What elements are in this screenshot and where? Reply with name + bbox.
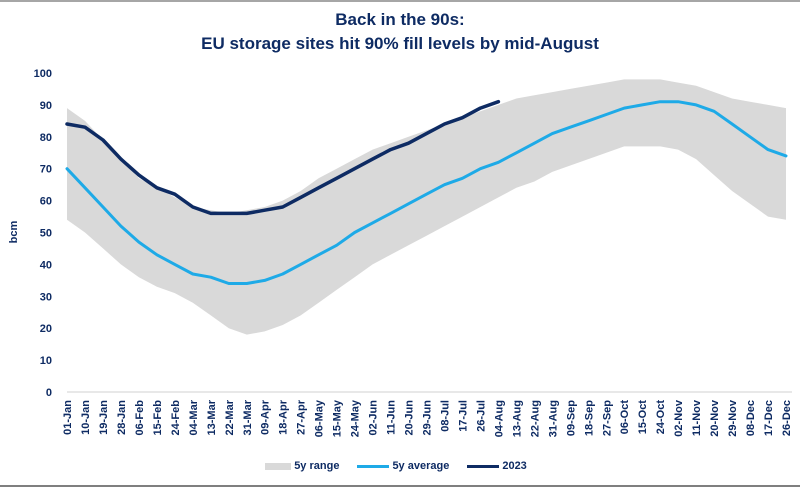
x-tick-label: 06-May <box>314 399 326 437</box>
x-tick-label: 17-Jul <box>457 400 469 432</box>
y-tick-label: 20 <box>40 323 52 335</box>
x-tick-label: 09-Apr <box>260 399 272 435</box>
x-tick-label: 06-Oct <box>619 400 631 435</box>
x-tick-label: 10-Jan <box>80 400 92 435</box>
legend-item-2023: 2023 <box>467 460 527 472</box>
x-tick-label: 15-May <box>332 399 344 437</box>
x-tick-label: 11-Nov <box>691 399 703 436</box>
x-tick-label: 29-Jun <box>422 400 434 436</box>
x-tick-label: 20-Jun <box>404 400 416 436</box>
legend-label-average: 5y average <box>392 460 450 472</box>
x-tick-label: 22-Aug <box>529 400 541 437</box>
x-tick-label: 18-Apr <box>278 399 290 435</box>
x-tick-label: 24-May <box>350 399 362 437</box>
chart-title: Back in the 90s: EU storage sites hit 90… <box>0 8 800 56</box>
x-tick-label: 15-Oct <box>637 400 649 435</box>
x-tick-label: 20-Nov <box>709 399 721 437</box>
range-layer <box>67 79 786 335</box>
x-tick-label: 31-Aug <box>547 400 559 437</box>
x-tick-label: 27-Apr <box>296 399 308 435</box>
lines-layer <box>65 99 788 285</box>
y-tick-label: 10 <box>40 355 52 367</box>
x-tick-label: 04-Mar <box>188 399 200 435</box>
chart-plot: 0 10 20 30 40 50 60 70 80 90 100 01-Jan 10-Jan 19-Ja… <box>8 68 793 437</box>
x-tick-label: 26-Dec <box>781 400 793 436</box>
y-tick-label: 70 <box>40 164 52 176</box>
chart-title-line-2: EU storage sites hit 90% fill levels by … <box>201 34 599 53</box>
legend-swatch-average <box>357 464 390 468</box>
y-tick-label: 90 <box>40 100 52 112</box>
x-tick-label: 11-Jun <box>386 400 398 435</box>
x-tick-label: 08-Dec <box>745 400 757 436</box>
y-tick-label: 40 <box>40 259 52 271</box>
legend: 5y range 5y average 2023 <box>0 460 800 472</box>
legend-item-average: 5y average <box>357 460 449 472</box>
x-tick-label: 31-Mar <box>242 399 254 435</box>
series-2023-line <box>65 99 501 216</box>
x-tick-label: 24-Oct <box>655 400 667 435</box>
y-tick-label: 50 <box>40 228 52 240</box>
y-tick-label: 0 <box>46 387 52 399</box>
x-tick-label: 09-Sep <box>565 400 577 436</box>
x-tick-label: 08-Jul <box>439 400 451 432</box>
chart-title-line-1: Back in the 90s: <box>335 10 465 29</box>
y-axis-label: bcm <box>8 220 20 243</box>
x-tick-label: 19-Jan <box>98 400 110 435</box>
x-tick-label: 02-Nov <box>673 399 685 437</box>
x-tick-label: 18-Sep <box>583 400 595 436</box>
x-tick-label: 27-Sep <box>601 400 613 436</box>
y-tick-label: 80 <box>40 132 52 144</box>
x-tick-label: 29-Nov <box>727 399 739 437</box>
x-tick-label: 28-Jan <box>116 400 128 435</box>
x-tick-labels: 01-Jan 10-Jan 19-Jan 28-Jan 06-Feb 15-Feb 24-F… <box>62 399 793 437</box>
legend-item-range: 5y range <box>265 460 339 472</box>
x-tick-label: 26-Jul <box>475 400 487 432</box>
x-tick-label: 24-Feb <box>170 400 182 436</box>
y-tick-labels: 0 10 20 30 40 50 60 70 80 90 100 <box>34 68 52 399</box>
legend-swatch-2023 <box>467 464 500 468</box>
legend-label-range: 5y range <box>294 460 340 472</box>
x-tick-label: 13-Aug <box>511 400 523 437</box>
series-5y-range-band <box>67 79 786 335</box>
x-tick-label: 13-Mar <box>206 399 218 435</box>
x-tick-label: 06-Feb <box>134 400 146 436</box>
legend-label-2023: 2023 <box>502 460 527 472</box>
series-5y-average-line <box>65 100 788 285</box>
x-tick-label: 17-Dec <box>763 400 775 436</box>
x-tick-label: 22-Mar <box>224 399 236 435</box>
bottom-border <box>0 485 800 487</box>
x-tick-label: 15-Feb <box>152 400 164 436</box>
y-tick-label: 100 <box>34 68 52 80</box>
x-tick-label: 02-Jun <box>368 400 380 436</box>
top-border <box>0 0 800 2</box>
x-tick-label: 04-Aug <box>493 400 505 437</box>
x-tick-label: 01-Jan <box>62 400 74 435</box>
legend-swatch-range <box>265 462 292 470</box>
y-tick-label: 60 <box>40 196 52 208</box>
y-tick-label: 30 <box>40 291 52 303</box>
